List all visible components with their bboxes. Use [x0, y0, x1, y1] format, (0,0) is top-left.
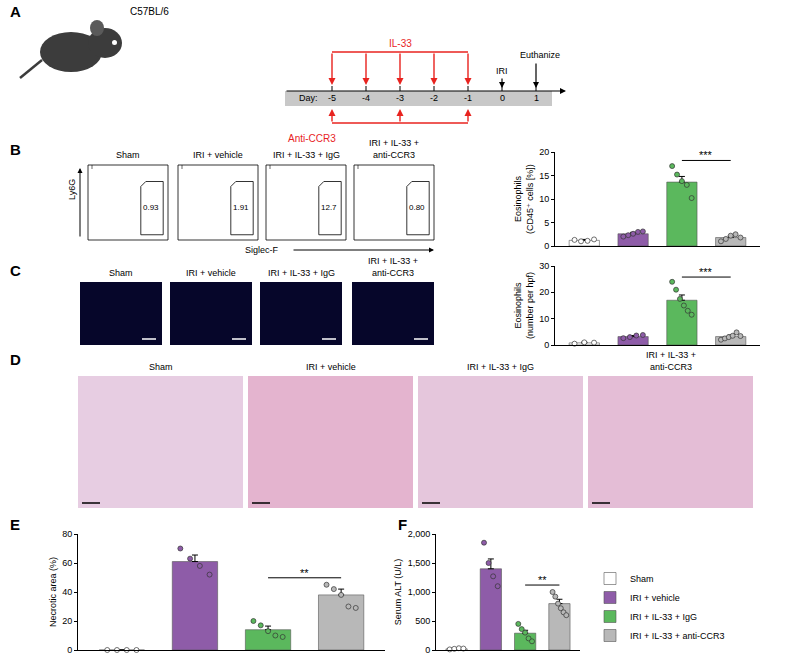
svg-text:IRI + IL-33 +anti-CCR3: IRI + IL-33 +anti-CCR3	[369, 138, 419, 160]
svg-text:1,000: 1,000	[408, 587, 431, 597]
svg-text:Eosinophils(CD45⁺ cells [%]): Eosinophils(CD45⁺ cells [%])	[513, 164, 535, 234]
svg-text:E: E	[10, 516, 20, 533]
svg-text:C57BL/6: C57BL/6	[130, 6, 169, 17]
svg-text:IRI + IL-33 + IgG: IRI + IL-33 + IgG	[630, 612, 697, 622]
svg-text:Siglec-F: Siglec-F	[245, 245, 279, 255]
svg-text:**: **	[538, 574, 547, 586]
svg-text:0: 0	[544, 340, 549, 350]
svg-text:-5: -5	[328, 93, 336, 103]
svg-text:500: 500	[415, 616, 430, 626]
svg-text:IRI + vehicle: IRI + vehicle	[186, 268, 236, 278]
svg-text:-3: -3	[396, 93, 404, 103]
svg-text:0: 0	[425, 645, 430, 655]
svg-text:IRI + IL-33 + IgG: IRI + IL-33 + IgG	[268, 268, 335, 278]
svg-text:A: A	[10, 3, 21, 20]
svg-text:IRI + IL-33 +anti-CCR3: IRI + IL-33 +anti-CCR3	[646, 350, 696, 372]
svg-text:10: 10	[539, 194, 549, 204]
svg-text:-1: -1	[464, 93, 472, 103]
svg-text:40: 40	[62, 587, 72, 597]
svg-text:IRI + vehicle: IRI + vehicle	[193, 150, 243, 160]
svg-text:C: C	[10, 262, 21, 279]
svg-text:0.93: 0.93	[143, 203, 159, 212]
svg-text:12.7: 12.7	[321, 203, 337, 212]
svg-text:15: 15	[539, 171, 549, 181]
svg-text:B: B	[10, 141, 21, 158]
svg-text:1,500: 1,500	[408, 558, 431, 568]
svg-text:IRI + vehicle: IRI + vehicle	[630, 593, 680, 603]
svg-text:20: 20	[62, 616, 72, 626]
svg-text:0: 0	[544, 241, 549, 251]
svg-text:Euthanize: Euthanize	[520, 50, 560, 60]
svg-text:IRI + vehicle: IRI + vehicle	[306, 362, 356, 372]
svg-text:80: 80	[62, 529, 72, 539]
svg-text:Necrotic area (%): Necrotic area (%)	[48, 557, 58, 627]
svg-text:-4: -4	[362, 93, 370, 103]
svg-text:0: 0	[67, 645, 72, 655]
svg-text:**: **	[300, 567, 309, 579]
svg-text:-2: -2	[430, 93, 438, 103]
svg-text:5: 5	[544, 218, 549, 228]
svg-text:IL-33: IL-33	[389, 38, 412, 49]
svg-text:Eosinophils(number per hpf): Eosinophils(number per hpf)	[513, 272, 535, 339]
svg-text:Day:: Day:	[299, 93, 318, 103]
svg-text:***: ***	[699, 266, 713, 278]
svg-text:60: 60	[62, 558, 72, 568]
svg-text:20: 20	[539, 147, 549, 157]
svg-text:***: ***	[699, 149, 713, 161]
svg-text:Sham: Sham	[116, 150, 140, 160]
svg-text:F: F	[398, 516, 407, 533]
svg-text:1.91: 1.91	[233, 203, 249, 212]
svg-text:Sham: Sham	[109, 268, 133, 278]
svg-text:10: 10	[539, 314, 549, 324]
svg-text:0.80: 0.80	[409, 203, 425, 212]
svg-text:30: 30	[539, 261, 549, 271]
svg-text:IRI + IL-33 +anti-CCR3: IRI + IL-33 +anti-CCR3	[368, 256, 418, 278]
svg-text:IRI + IL-33 + anti-CCR3: IRI + IL-33 + anti-CCR3	[630, 631, 725, 641]
svg-text:2,000: 2,000	[408, 529, 431, 539]
svg-text:D: D	[10, 351, 21, 368]
svg-text:IRI + IL-33 + IgG: IRI + IL-33 + IgG	[273, 150, 340, 160]
svg-text:0: 0	[500, 93, 505, 103]
svg-text:Serum ALT (U/L): Serum ALT (U/L)	[393, 559, 403, 626]
svg-text:20: 20	[539, 287, 549, 297]
svg-text:IRI: IRI	[496, 66, 508, 76]
svg-text:Sham: Sham	[630, 574, 654, 584]
svg-text:Anti-CCR3: Anti-CCR3	[288, 133, 336, 144]
svg-text:Ly6G: Ly6G	[67, 179, 77, 200]
svg-text:Sham: Sham	[149, 362, 173, 372]
svg-text:IRI + IL-33 + IgG: IRI + IL-33 + IgG	[467, 362, 534, 372]
svg-text:1: 1	[534, 93, 539, 103]
